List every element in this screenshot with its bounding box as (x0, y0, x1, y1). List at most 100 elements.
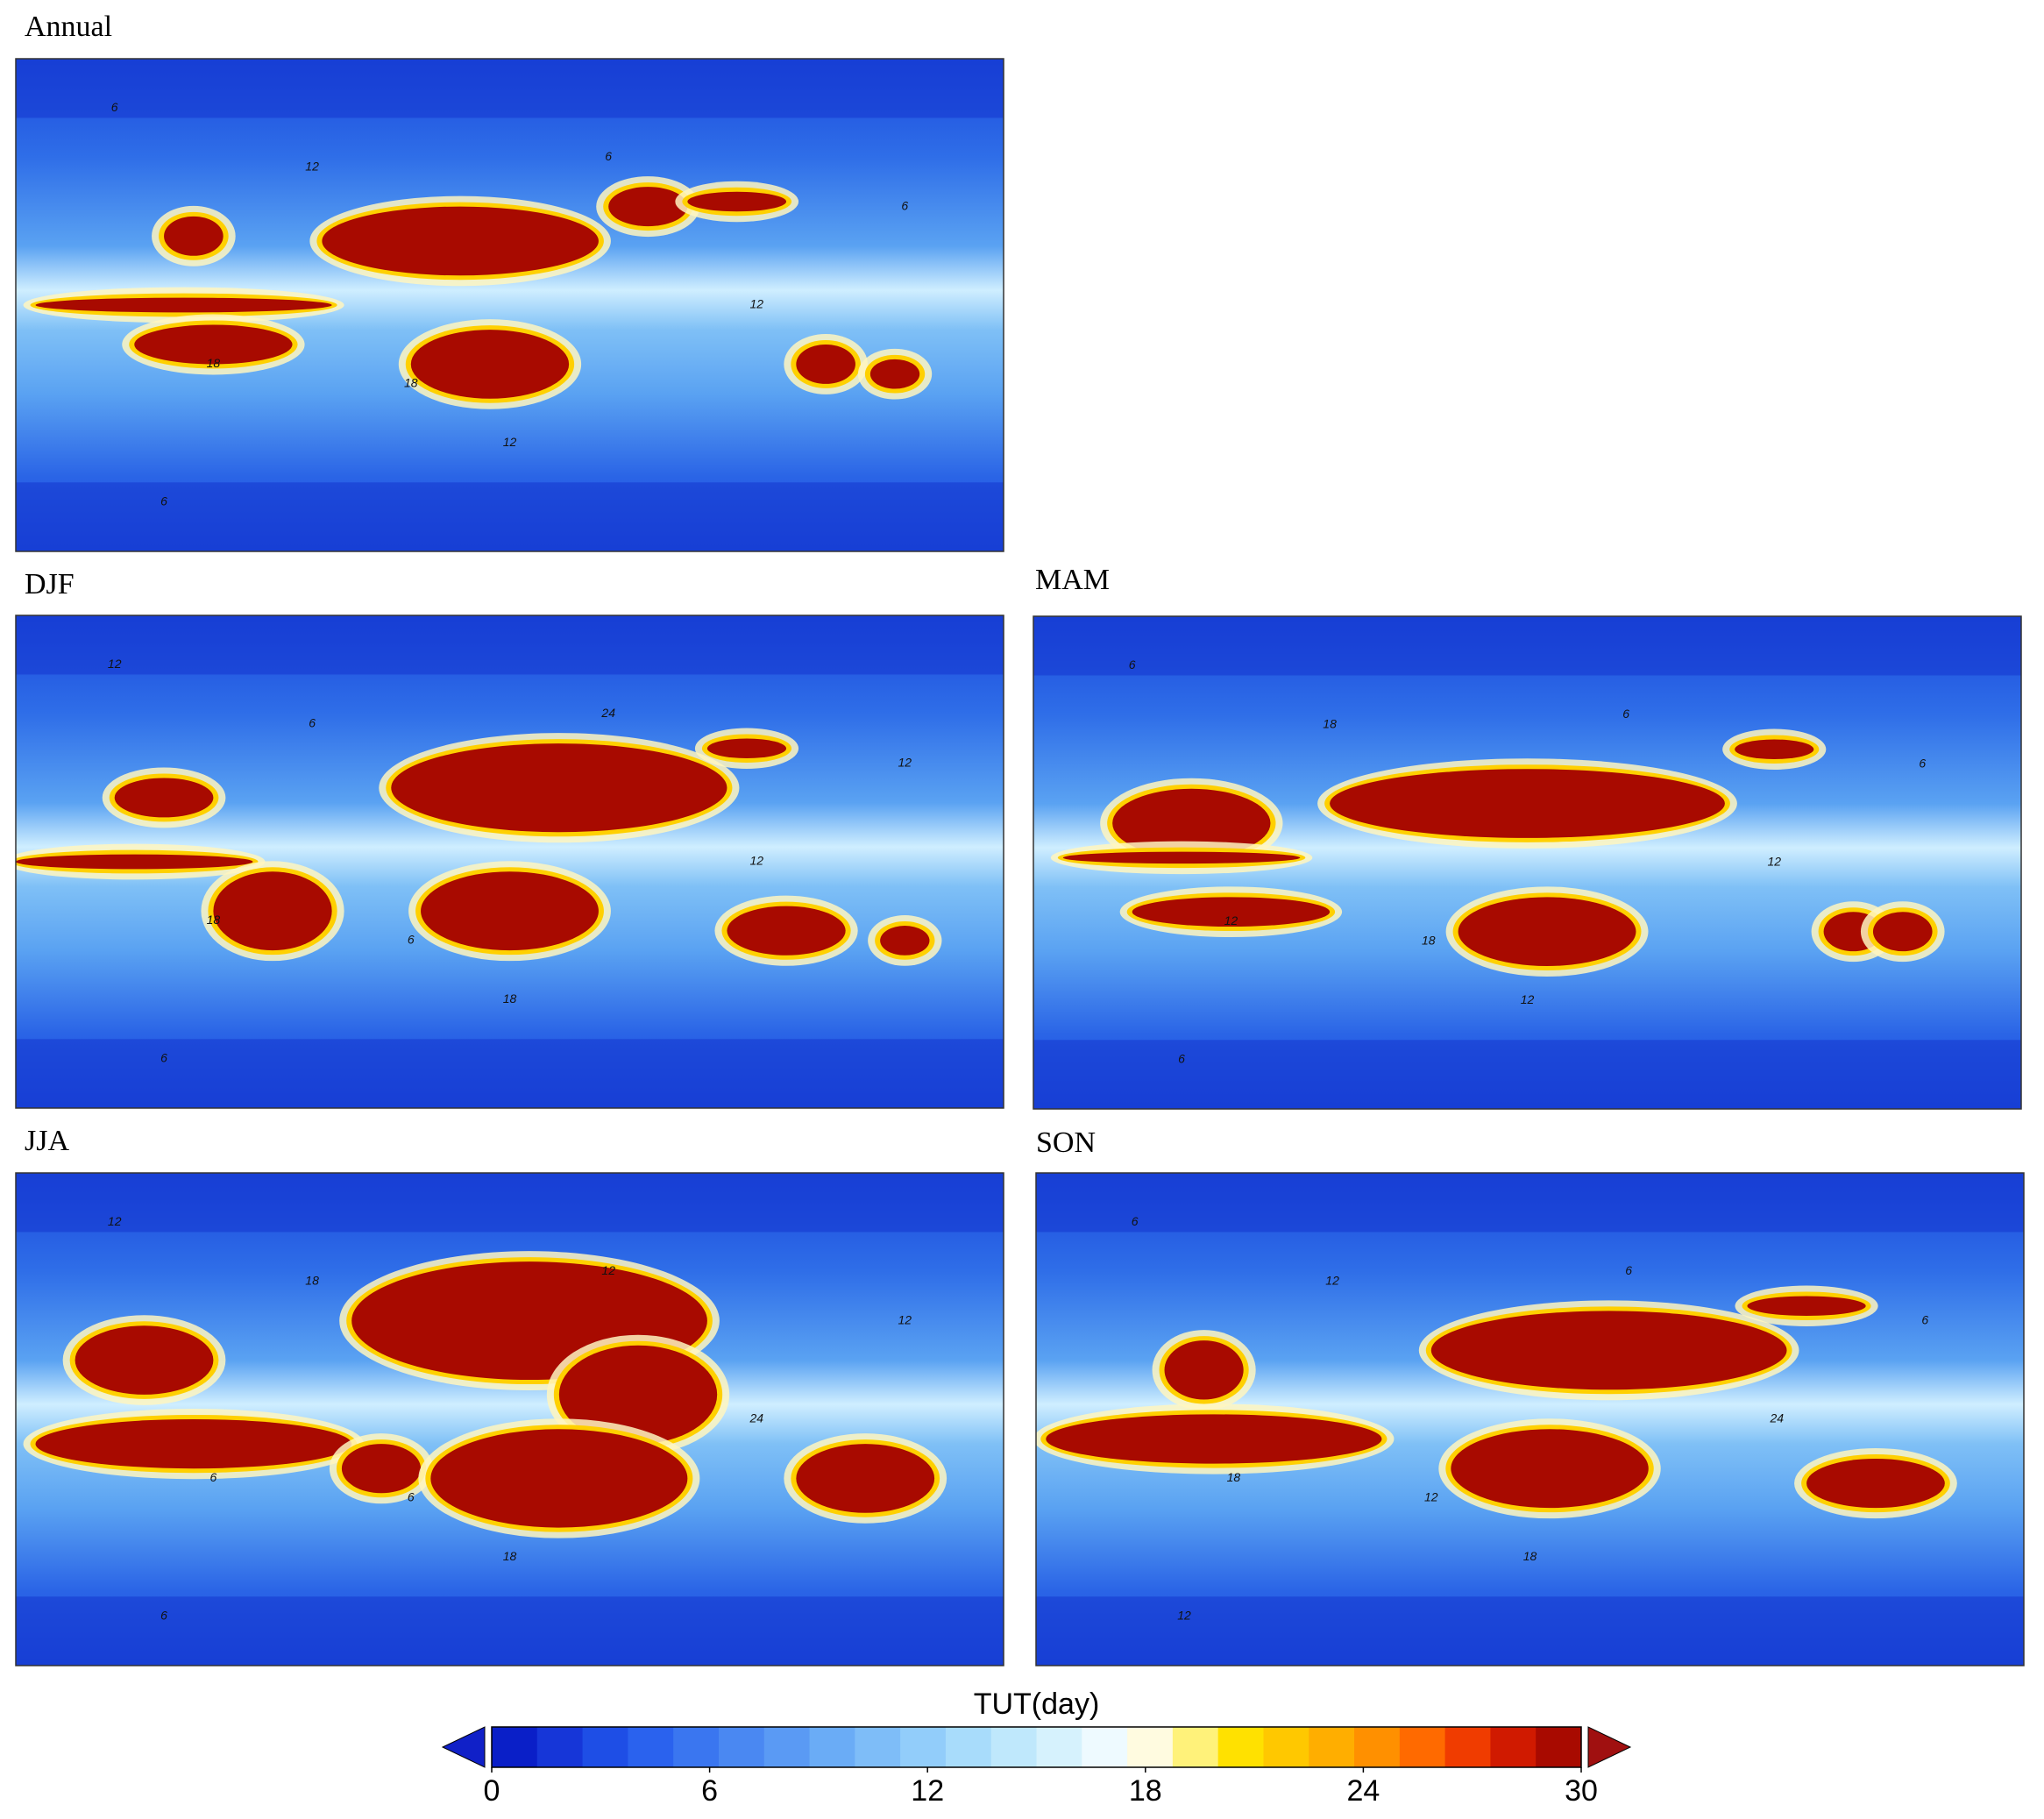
colorbar-tick-label: 0 (484, 1774, 500, 1808)
color-box (1263, 1727, 1309, 1767)
colorbar-tick-label: 18 (1129, 1774, 1162, 1808)
field-core (1164, 1340, 1244, 1400)
contour-label: 6 (160, 1051, 167, 1065)
polar-band (16, 1596, 1004, 1666)
color-box (945, 1727, 992, 1767)
contour-label: 6 (901, 198, 908, 212)
panel-frame (15, 1172, 1004, 1666)
field-core (410, 330, 570, 399)
contour-label: 6 (160, 1609, 167, 1623)
contour-label: 12 (1521, 992, 1535, 1006)
colorbar-frame (491, 1726, 1582, 1768)
color-box (673, 1727, 720, 1767)
color-box (1444, 1727, 1491, 1767)
color-box (763, 1727, 811, 1767)
polar-band (1036, 1173, 2024, 1233)
contour-label: 6 (111, 100, 118, 114)
contour-label: 6 (1625, 1263, 1632, 1277)
contour-label: 6 (408, 1490, 415, 1504)
field-core (796, 1444, 935, 1513)
field-core (1451, 1429, 1649, 1509)
contour-label: 24 (749, 1411, 763, 1425)
contour-label: 6 (1921, 1312, 1928, 1326)
contour-label: 12 (898, 755, 912, 769)
color-box (1172, 1727, 1219, 1767)
panel-title: Annual (25, 11, 112, 43)
panel-frame (1033, 615, 2022, 1110)
field-core (1872, 912, 1933, 952)
contour-label: 12 (1325, 1273, 1339, 1287)
field-core (1747, 1296, 1866, 1316)
polar-band (1033, 1040, 2021, 1109)
color-box (492, 1727, 538, 1767)
color-box (1127, 1727, 1174, 1767)
color-box (718, 1727, 765, 1767)
contour-label: 12 (1424, 1490, 1438, 1504)
color-box (855, 1727, 901, 1767)
contour-label: 12 (898, 1312, 912, 1326)
contour-label: 18 (1523, 1549, 1537, 1563)
color-box (582, 1727, 628, 1767)
map-field: 12 18 6 12 24 6 12 18 6 (16, 1173, 1004, 1666)
color-box (628, 1727, 674, 1767)
contour-label: 12 (1177, 1609, 1191, 1623)
field-core (35, 1419, 352, 1469)
contour-label: 24 (1769, 1411, 1784, 1425)
panel-frame (15, 615, 1004, 1109)
color-box (1490, 1727, 1537, 1767)
map-field: 6 12 18 6 24 12 6 18 12 (1036, 1173, 2024, 1666)
contour-label: 12 (108, 657, 122, 671)
field-core (880, 926, 930, 956)
map-panel: 6 12 18 6 24 12 6 18 12 (1035, 1172, 2025, 1666)
color-box (1217, 1727, 1264, 1767)
field-core (1330, 769, 1725, 838)
field-core (1046, 1414, 1382, 1464)
panel-title: SON (1036, 1126, 1096, 1159)
color-box (1082, 1727, 1128, 1767)
color-box (1036, 1727, 1082, 1767)
field-core (341, 1444, 422, 1494)
under-arrow (441, 1726, 486, 1768)
field-core (421, 871, 599, 951)
contour-label: 18 (207, 356, 221, 370)
contour-label: 18 (503, 991, 517, 1005)
field-core (35, 297, 332, 313)
contour-label: 18 (1227, 1470, 1241, 1484)
polar-band (16, 482, 1004, 551)
field-core (164, 216, 224, 256)
contour-label: 12 (1224, 913, 1238, 927)
contour-label: 18 (1323, 716, 1337, 730)
field-core (1430, 1311, 1787, 1390)
contour-label: 6 (309, 715, 316, 729)
field-core (16, 854, 253, 870)
panel-frame (15, 58, 1004, 552)
contour-label: 18 (1422, 934, 1436, 948)
color-box (1354, 1727, 1401, 1767)
contour-label: 18 (305, 1273, 319, 1287)
field-core (1112, 788, 1271, 858)
contour-label: 12 (749, 297, 763, 311)
field-core (727, 906, 846, 956)
map-panel: 6 18 12 6 12 18 6 12 6 (1033, 615, 2022, 1110)
field-core (322, 206, 599, 276)
contour-label: 6 (1129, 657, 1136, 671)
color-box (900, 1727, 947, 1767)
panel-title: JJA (25, 1125, 69, 1157)
field-core (869, 359, 920, 389)
colorbar-label: TUT(day) (974, 1688, 1100, 1721)
panel-frame (1035, 1172, 2025, 1666)
field-core (75, 1325, 214, 1395)
colorbar-tick-label: 6 (701, 1774, 718, 1808)
contour-label: 6 (1622, 707, 1629, 721)
contour-label: 18 (207, 913, 221, 927)
contour-label: 18 (503, 1549, 517, 1563)
polar-band (1033, 616, 2021, 676)
contour-label: 18 (404, 376, 418, 390)
field-core (796, 344, 855, 384)
field-core (608, 187, 688, 227)
contour-label: 24 (600, 706, 615, 720)
colorbar-tick-label: 30 (1565, 1774, 1598, 1808)
field-core (134, 324, 293, 365)
